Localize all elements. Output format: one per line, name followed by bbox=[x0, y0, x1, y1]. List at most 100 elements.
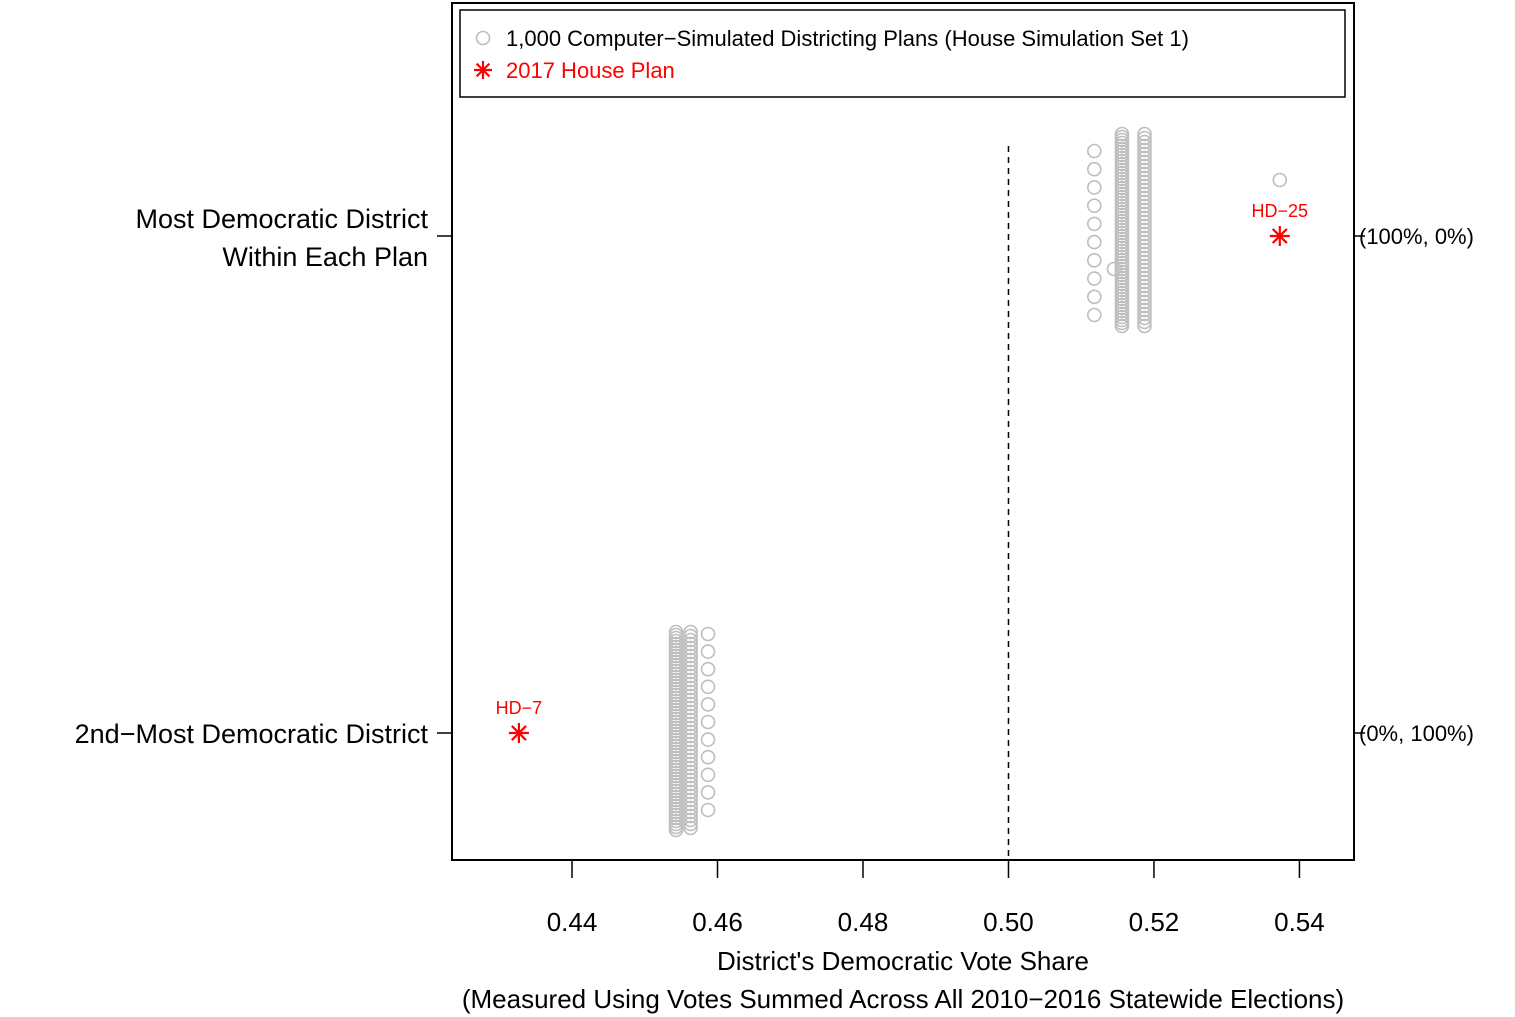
sim-point bbox=[1137, 242, 1152, 258]
x-axis-subtitle: (Measured Using Votes Summed Across All … bbox=[462, 984, 1344, 1014]
sim-point bbox=[1114, 318, 1130, 334]
sim-point bbox=[683, 668, 698, 684]
sim-point bbox=[683, 676, 698, 692]
sim-point bbox=[1137, 190, 1152, 206]
x-tick-label: 0.52 bbox=[1129, 907, 1180, 937]
sim-point bbox=[683, 688, 698, 704]
sim-point bbox=[1137, 238, 1152, 254]
sim-point bbox=[1137, 218, 1152, 234]
sim-point bbox=[683, 632, 698, 648]
sim-point bbox=[683, 804, 698, 820]
legend-box bbox=[459, 9, 1346, 98]
sim-point bbox=[1137, 294, 1152, 310]
right-label-bottom: (0%, 100%) bbox=[1359, 721, 1474, 746]
sim-point bbox=[683, 796, 698, 812]
sim-point bbox=[683, 636, 698, 652]
sim-point bbox=[683, 704, 698, 720]
sim-point bbox=[683, 748, 698, 764]
sim-point bbox=[1137, 278, 1152, 294]
sim-point bbox=[683, 740, 698, 756]
sim-point bbox=[683, 700, 698, 716]
row-label-bottom: 2nd−Most Democratic District bbox=[75, 719, 429, 749]
sim-point bbox=[683, 784, 698, 800]
x-tick-label: 0.46 bbox=[692, 907, 743, 937]
sim-point bbox=[1137, 226, 1152, 242]
sim-point bbox=[683, 708, 698, 724]
sim-point bbox=[683, 776, 698, 792]
sim-point bbox=[683, 644, 698, 660]
sim-point bbox=[1137, 170, 1152, 186]
sim-point-outlier bbox=[700, 785, 716, 800]
sim-point-outlier bbox=[700, 697, 716, 712]
sim-point bbox=[1137, 274, 1152, 290]
sim-point bbox=[1137, 130, 1152, 146]
row-label-top-line-2: Within Each Plan bbox=[222, 242, 428, 272]
sim-point bbox=[683, 736, 698, 752]
sim-point-outlier bbox=[1087, 216, 1102, 232]
sim-point bbox=[1137, 206, 1152, 222]
sim-point bbox=[683, 720, 698, 736]
sim-point bbox=[1137, 146, 1152, 162]
sim-point bbox=[683, 624, 698, 640]
sim-point bbox=[668, 822, 684, 838]
sim-point bbox=[1137, 194, 1152, 210]
x-tick-label: 0.54 bbox=[1274, 907, 1325, 937]
sim-point bbox=[1137, 290, 1152, 306]
sim-point bbox=[683, 752, 698, 768]
sim-point bbox=[1137, 270, 1152, 286]
sim-point bbox=[1137, 134, 1152, 150]
sim-point bbox=[1137, 178, 1152, 194]
plot-frame bbox=[451, 2, 1355, 861]
sim-point bbox=[683, 800, 698, 816]
house-plan-points: HD−25 HD−7 bbox=[496, 201, 1308, 743]
sim-point bbox=[683, 712, 698, 728]
sim-point bbox=[683, 820, 698, 836]
legend-asterisk-marker bbox=[474, 61, 492, 79]
sim-point-outlier bbox=[700, 767, 716, 783]
x-axis: 0.44 0.46 0.48 0.50 0.52 0.54 bbox=[547, 859, 1325, 937]
sim-point-outlier bbox=[1087, 234, 1102, 250]
sim-point-outlier bbox=[1087, 289, 1102, 305]
sim-point bbox=[683, 696, 698, 712]
sim-point-outlier bbox=[700, 714, 716, 730]
sim-point bbox=[683, 772, 698, 788]
sim-point bbox=[683, 812, 698, 828]
sim-point-outlier bbox=[1087, 198, 1102, 213]
sim-point bbox=[683, 680, 698, 696]
sim-point bbox=[1137, 166, 1152, 182]
sim-point bbox=[1137, 222, 1152, 238]
sim-point-outlier bbox=[700, 679, 716, 695]
sim-point bbox=[683, 764, 698, 780]
sim-point bbox=[683, 628, 698, 644]
sim-point bbox=[1137, 306, 1152, 322]
sim-point bbox=[1137, 214, 1152, 230]
sim-point-outlier bbox=[700, 749, 716, 765]
x-axis-title: District's Democratic Vote Share bbox=[717, 946, 1089, 976]
sim-point-outlier bbox=[700, 661, 716, 677]
sim-point bbox=[683, 640, 698, 656]
left-axis: Most Democratic District Within Each Pla… bbox=[75, 204, 452, 749]
sim-point-outlier bbox=[1272, 172, 1288, 188]
sim-point-outlier bbox=[1087, 161, 1102, 177]
sim-point bbox=[683, 724, 698, 740]
sim-point-outlier bbox=[1087, 180, 1102, 195]
sim-point bbox=[683, 780, 698, 796]
sim-point bbox=[1137, 250, 1152, 266]
house-plan-point bbox=[1269, 226, 1290, 246]
sim-point bbox=[683, 648, 698, 664]
sim-point bbox=[683, 808, 698, 824]
sim-point-outlier bbox=[700, 732, 716, 747]
sim-point bbox=[1137, 142, 1152, 158]
house-plan-point bbox=[508, 723, 529, 743]
sim-point bbox=[683, 672, 698, 688]
house-plan-point-label: HD−25 bbox=[1252, 201, 1309, 221]
sim-point bbox=[1137, 298, 1152, 314]
sim-point-outlier bbox=[1087, 307, 1102, 323]
sim-point-outlier bbox=[1087, 271, 1102, 286]
sim-point bbox=[1137, 254, 1152, 270]
sim-point bbox=[683, 744, 698, 760]
sim-point bbox=[683, 664, 698, 680]
sim-point bbox=[683, 768, 698, 784]
sim-point-outlier bbox=[1087, 143, 1102, 159]
sim-point bbox=[1137, 186, 1152, 202]
